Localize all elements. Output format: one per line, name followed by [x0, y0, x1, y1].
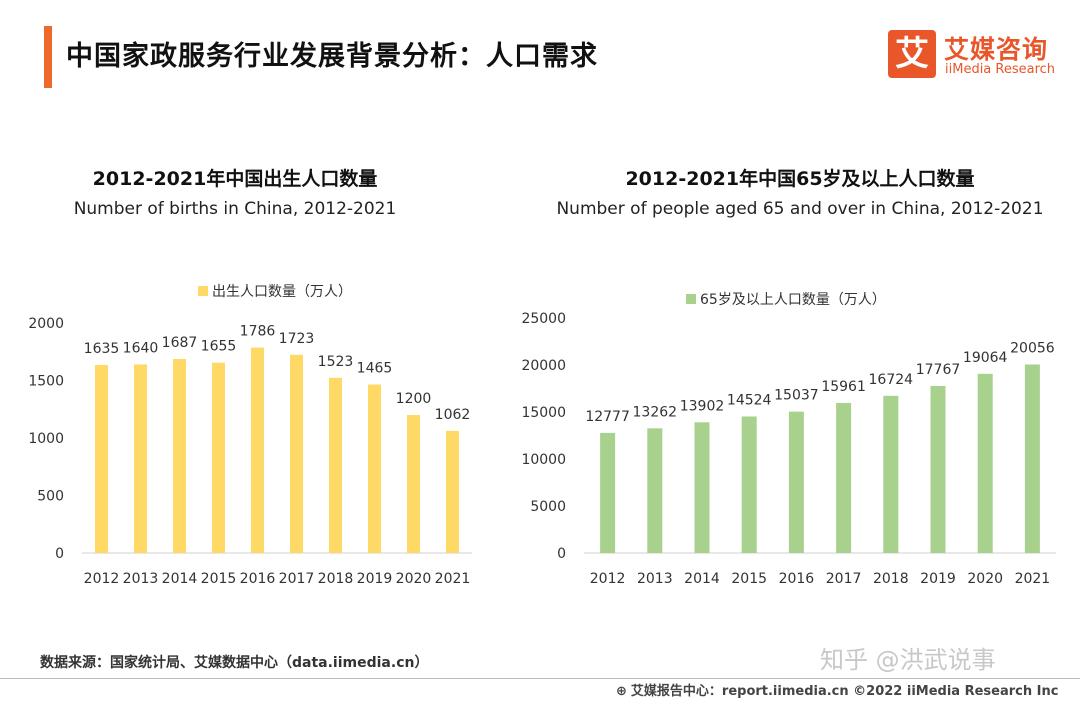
bar-2018 [883, 395, 899, 553]
bar-2017 [290, 354, 303, 553]
x-tick-label: 2012 [590, 571, 626, 587]
elderly-bar-chart: 65岁及以上人口数量（万人） 0 5000 10000 15000 20000 25000 1… [521, 292, 1056, 587]
y-tick-label: 25000 [521, 311, 566, 327]
x-tick-label: 2020 [967, 571, 1003, 587]
births-chart-title: 2012-2021年中国出生人口数量 [92, 168, 378, 190]
y-tick-label: 500 [37, 489, 64, 505]
zhihu-watermark: 知乎 @洪武说事 [820, 646, 996, 674]
x-tick-label: 2017 [279, 571, 315, 587]
bar-2021 [446, 430, 459, 553]
bar-2013 [647, 428, 663, 553]
bar-2020 [977, 373, 993, 553]
elderly-chart-title: 2012-2021年中国65岁及以上人口数量 [625, 168, 975, 190]
logo-mark: 艾 [888, 30, 936, 78]
x-tick-label: 2015 [731, 571, 767, 587]
footer-divider [0, 678, 1080, 679]
data-label-2013: 1640 [123, 340, 159, 356]
y-tick-label: 15000 [521, 405, 566, 421]
y-tick-label: 0 [55, 546, 64, 562]
x-tick-label: 2018 [873, 571, 909, 587]
data-source-note: 数据来源：国家统计局、艾媒数据中心（data.iimedia.cn） [40, 655, 429, 671]
logo-name-cn: 艾媒咨询 [944, 35, 1049, 64]
x-tick-label: 2021 [435, 571, 471, 587]
y-tick-label: 2000 [28, 316, 64, 332]
footer-report: ⊕ 艾媒报告中心：report.iimedia.cn ©2022 iiMedia … [616, 680, 1058, 699]
x-tick-label: 2021 [1015, 571, 1051, 587]
data-label-2015: 1655 [201, 339, 237, 355]
bar-2014 [173, 358, 186, 553]
x-tick-label: 2012 [84, 571, 120, 587]
bar-2012 [600, 432, 616, 553]
bar-2017 [836, 402, 852, 553]
bar-2016 [251, 347, 264, 553]
x-tick-label: 2016 [240, 571, 276, 587]
x-tick-label: 2019 [357, 571, 393, 587]
legend: 65岁及以上人口数量（万人） [686, 292, 886, 308]
legend-swatch [198, 286, 208, 296]
bar-2013 [134, 364, 147, 553]
page-title: 中国家政服务行业发展背景分析：人口需求 [66, 41, 598, 72]
data-label-2018: 1523 [318, 354, 354, 370]
x-tick-label: 2018 [318, 571, 354, 587]
data-label-2014: 1687 [162, 335, 198, 351]
legend-label: 出生人口数量（万人） [212, 284, 352, 300]
bar-2015 [212, 362, 225, 553]
legend-label: 65岁及以上人口数量（万人） [700, 292, 886, 308]
data-label-2019: 1465 [357, 361, 393, 377]
bar-2018 [329, 377, 342, 553]
y-tick-label: 10000 [521, 452, 566, 468]
bar-2019 [368, 384, 381, 553]
legend-swatch [686, 294, 696, 304]
data-label-2013: 13262 [633, 404, 678, 420]
x-tick-label: 2017 [826, 571, 862, 587]
x-tick-label: 2020 [396, 571, 432, 587]
title-accent-bar [44, 26, 52, 88]
data-label-2019: 17767 [916, 362, 961, 378]
data-label-2021: 20056 [1010, 340, 1055, 356]
data-label-2021: 1062 [435, 407, 471, 423]
x-tick-label: 2014 [162, 571, 198, 587]
births-chart-subtitle: Number of births in China, 2012-2021 [73, 199, 397, 219]
data-label-2016: 15037 [774, 388, 819, 404]
data-label-2012: 1635 [84, 341, 120, 357]
data-label-2018: 16724 [869, 372, 914, 388]
data-label-2020: 1200 [396, 391, 432, 407]
legend: 出生人口数量（万人） [198, 284, 352, 300]
bar-2012 [95, 364, 108, 553]
data-label-2017: 1723 [279, 331, 315, 347]
bar-2019 [930, 385, 946, 553]
x-tick-label: 2019 [920, 571, 956, 587]
data-label-2014: 13902 [680, 398, 725, 414]
bar-2021 [1024, 364, 1040, 553]
y-tick-label: 20000 [521, 358, 566, 374]
data-label-2015: 14524 [727, 392, 772, 408]
elderly-chart-subtitle: Number of people aged 65 and over in Chi… [556, 199, 1044, 219]
y-tick-label: 0 [557, 546, 566, 562]
y-tick-label: 1000 [28, 431, 64, 447]
data-label-2016: 1786 [240, 324, 276, 340]
x-tick-label: 2014 [684, 571, 720, 587]
data-label-2020: 19064 [963, 350, 1008, 366]
x-tick-label: 2013 [637, 571, 673, 587]
footer-report-text: 艾媒报告中心：report.iimedia.cn ©2022 iiMedia R… [630, 684, 1059, 699]
iimedia-logo: 艾 艾媒咨询 iiMedia Research [888, 30, 1063, 82]
globe-icon: ⊕ [616, 684, 627, 699]
x-tick-label: 2016 [779, 571, 815, 587]
bar-2014 [694, 422, 710, 553]
logo-name-en: iiMedia Research [945, 62, 1056, 77]
bar-2020 [407, 415, 420, 553]
x-tick-label: 2015 [201, 571, 237, 587]
y-tick-label: 5000 [530, 499, 566, 515]
bar-2015 [741, 416, 757, 553]
bar-2016 [788, 411, 804, 553]
data-label-2012: 12777 [585, 409, 630, 425]
y-tick-label: 1500 [28, 374, 64, 390]
data-label-2017: 15961 [821, 379, 866, 395]
births-bar-chart: 出生人口数量（万人） 0 500 1000 1500 2000 1635 2012 1640 20… [28, 284, 472, 587]
x-tick-label: 2013 [123, 571, 159, 587]
